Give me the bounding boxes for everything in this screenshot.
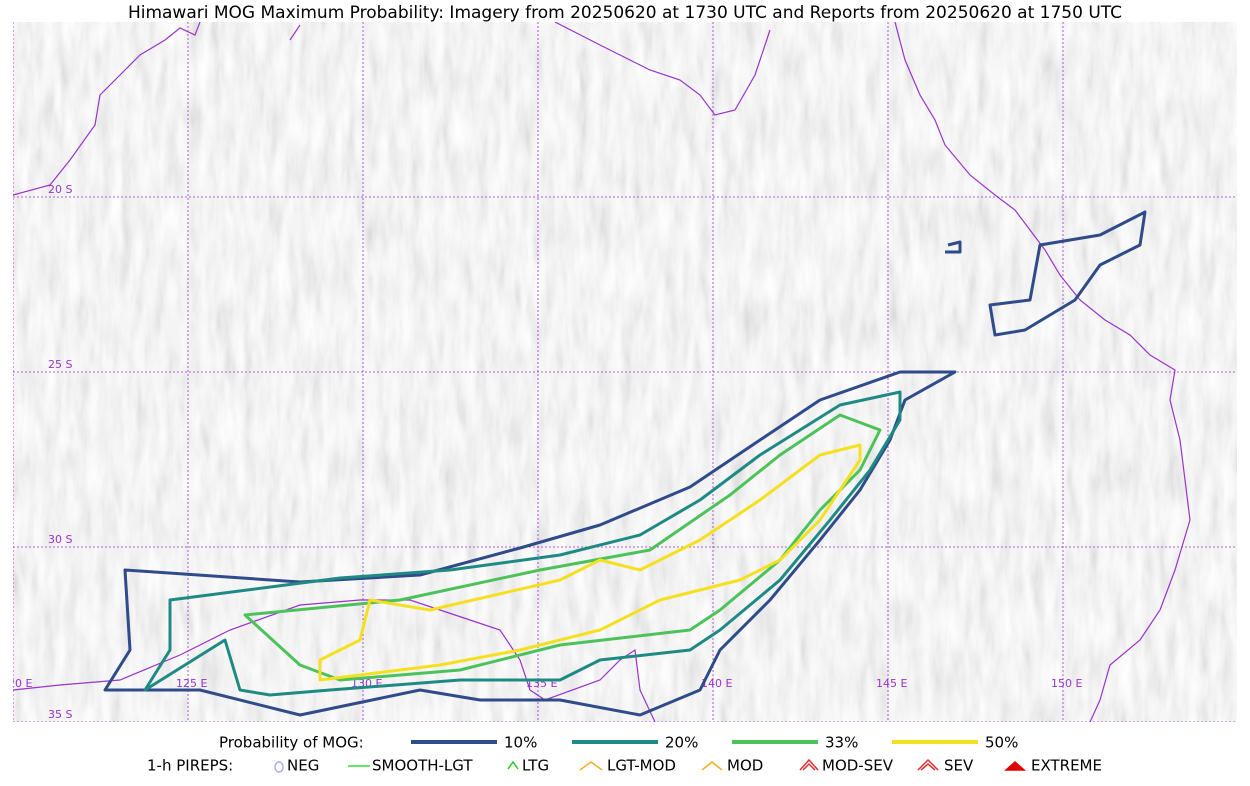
graticule: 120 E 125 E 130 E 135 E 140 E 145 E 150 E20 S2… bbox=[1, 22, 1237, 722]
title: Himawari MOG Maximum Probability: Imager… bbox=[128, 3, 1122, 23]
legend-entry: 50% bbox=[985, 734, 1018, 752]
legend-label: Probability of MOG: bbox=[219, 734, 364, 752]
coastline bbox=[894, 22, 1191, 722]
lat-label: 25 S bbox=[48, 358, 72, 371]
legend-entry: SMOOTH-LGT bbox=[372, 757, 473, 775]
legend-entry: 10% bbox=[504, 734, 537, 752]
legend-entry: LTG bbox=[522, 757, 549, 775]
legend-entry: SEV bbox=[944, 757, 974, 775]
legend-entry: 20% bbox=[665, 734, 698, 752]
ltg-symbol bbox=[507, 760, 519, 770]
lat-label: 20 S bbox=[48, 183, 72, 196]
sev-symbol bbox=[917, 758, 939, 771]
neg-symbol bbox=[274, 761, 284, 773]
lon-label: 120 E bbox=[1, 677, 32, 690]
coastline bbox=[13, 599, 656, 722]
lon-label: 145 E bbox=[876, 677, 907, 690]
legend-entry: LGT-MOD bbox=[607, 757, 676, 775]
coastline bbox=[13, 22, 201, 196]
legend-label: 1-h PIREPS: bbox=[147, 757, 233, 775]
lat-label: 35 S bbox=[48, 708, 72, 721]
coastline bbox=[289, 22, 771, 116]
mog-contours bbox=[103, 210, 1147, 717]
pirep-symbols bbox=[274, 758, 1026, 773]
legend: Probability of MOG: 1-h PIREPS: 10% 20% 33… bbox=[147, 734, 1102, 775]
contour-20 bbox=[143, 390, 902, 697]
lgtmod-symbol bbox=[579, 761, 603, 771]
lat-label: 30 S bbox=[48, 533, 72, 546]
legend-entry: MOD bbox=[727, 757, 763, 775]
legend-entry: EXTREME bbox=[1031, 757, 1102, 775]
legend-entry: MOD-SEV bbox=[822, 757, 894, 775]
contour-50 bbox=[318, 443, 862, 682]
mod-symbol bbox=[701, 761, 723, 771]
lon-label: 125 E bbox=[176, 677, 207, 690]
legend-entry: NEG bbox=[287, 757, 319, 775]
coastlines bbox=[13, 22, 1191, 722]
legend-entry: 33% bbox=[825, 734, 858, 752]
lon-label: 140 E bbox=[701, 677, 732, 690]
extreme-symbol bbox=[1004, 760, 1026, 771]
map: 120 E 125 E 130 E 135 E 140 E 145 E 150 E20 S2… bbox=[1, 22, 1237, 722]
modsev-symbol bbox=[799, 758, 819, 771]
lon-label: 150 E bbox=[1051, 677, 1082, 690]
contour-10 bbox=[103, 210, 1147, 717]
